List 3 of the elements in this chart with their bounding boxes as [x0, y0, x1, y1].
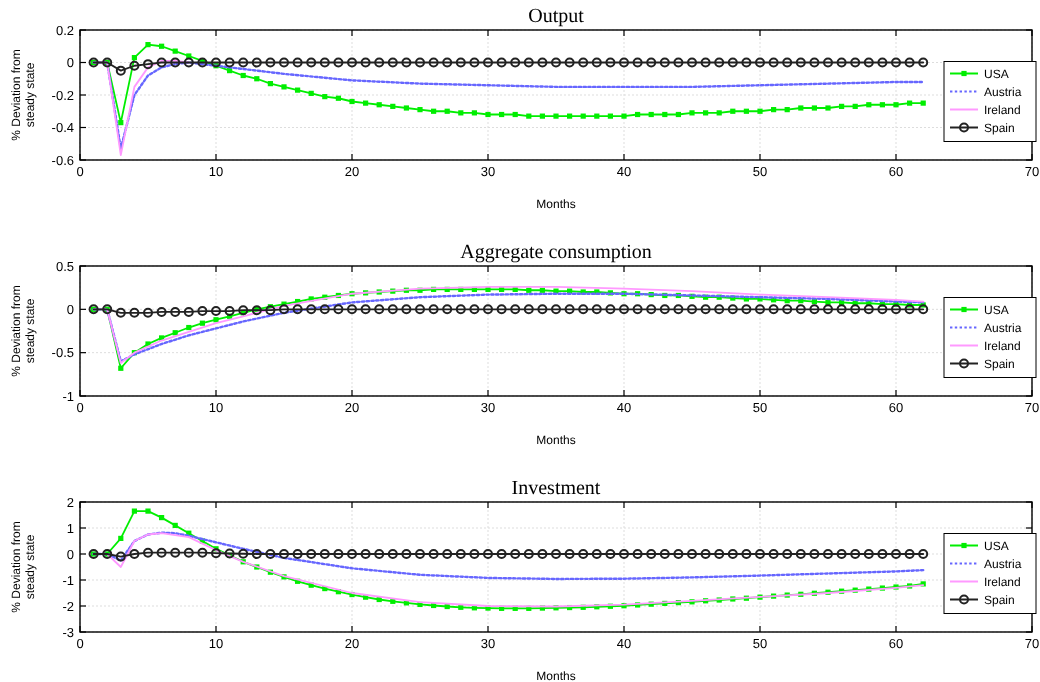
- chart-title: Output: [528, 6, 585, 28]
- chart-title: Investment: [511, 478, 601, 500]
- chart-title: Aggregate consumption: [460, 242, 652, 264]
